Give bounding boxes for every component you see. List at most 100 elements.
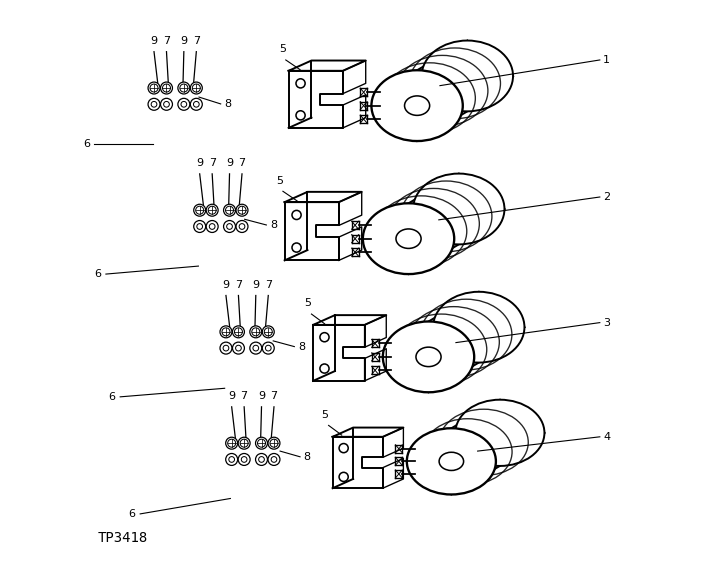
Circle shape <box>296 79 305 88</box>
Text: 7: 7 <box>235 280 242 290</box>
Circle shape <box>220 326 232 338</box>
Ellipse shape <box>455 400 544 466</box>
Polygon shape <box>289 61 366 71</box>
Text: 9: 9 <box>150 36 158 46</box>
Circle shape <box>222 328 230 336</box>
Text: 9: 9 <box>252 280 259 290</box>
Circle shape <box>190 98 202 110</box>
Circle shape <box>266 345 271 351</box>
Circle shape <box>194 220 206 232</box>
Ellipse shape <box>433 292 524 363</box>
Circle shape <box>235 328 243 336</box>
Circle shape <box>206 220 218 232</box>
Text: 7: 7 <box>193 36 200 46</box>
Text: 5: 5 <box>276 175 283 186</box>
Circle shape <box>225 206 233 214</box>
Circle shape <box>194 204 206 216</box>
Circle shape <box>258 439 266 447</box>
Ellipse shape <box>413 174 505 244</box>
Ellipse shape <box>407 428 496 494</box>
Polygon shape <box>383 428 403 457</box>
Circle shape <box>151 102 157 107</box>
Circle shape <box>270 439 278 447</box>
Circle shape <box>292 243 301 252</box>
Circle shape <box>339 472 348 481</box>
Circle shape <box>252 328 260 336</box>
Circle shape <box>223 345 229 351</box>
Circle shape <box>236 204 248 216</box>
Text: 8: 8 <box>224 99 231 109</box>
Text: 7: 7 <box>265 280 272 290</box>
Text: 1: 1 <box>603 55 611 65</box>
Polygon shape <box>284 202 339 260</box>
Text: 7: 7 <box>240 391 248 401</box>
Text: 8: 8 <box>303 452 310 462</box>
Circle shape <box>256 437 267 449</box>
Circle shape <box>163 84 171 92</box>
Circle shape <box>148 98 160 110</box>
Circle shape <box>161 82 173 94</box>
Circle shape <box>320 333 329 342</box>
Circle shape <box>256 453 267 465</box>
Circle shape <box>235 345 241 351</box>
Ellipse shape <box>363 203 454 274</box>
Circle shape <box>196 206 204 214</box>
Circle shape <box>339 444 348 453</box>
Circle shape <box>210 224 215 230</box>
Circle shape <box>225 453 238 465</box>
Circle shape <box>240 439 248 447</box>
Circle shape <box>239 224 245 230</box>
Circle shape <box>268 453 280 465</box>
Circle shape <box>220 342 232 354</box>
Circle shape <box>180 84 188 92</box>
Text: TP3418: TP3418 <box>97 531 148 545</box>
Circle shape <box>178 98 190 110</box>
Text: 6: 6 <box>94 269 102 279</box>
Polygon shape <box>454 209 505 239</box>
Text: 8: 8 <box>270 220 277 230</box>
Circle shape <box>181 102 186 107</box>
Circle shape <box>206 204 218 216</box>
Ellipse shape <box>439 452 464 471</box>
Polygon shape <box>313 325 364 381</box>
Circle shape <box>233 342 244 354</box>
Text: 6: 6 <box>109 392 116 402</box>
Text: 5: 5 <box>322 409 328 420</box>
Circle shape <box>238 437 250 449</box>
Polygon shape <box>343 61 366 94</box>
Circle shape <box>225 437 238 449</box>
Text: 6: 6 <box>129 509 135 519</box>
Circle shape <box>271 457 276 463</box>
Circle shape <box>208 206 216 214</box>
Text: 7: 7 <box>238 158 246 168</box>
Circle shape <box>190 82 202 94</box>
Polygon shape <box>407 400 544 494</box>
Ellipse shape <box>416 347 441 367</box>
Polygon shape <box>496 433 544 461</box>
Circle shape <box>250 326 262 338</box>
Text: 9: 9 <box>180 36 187 46</box>
Polygon shape <box>313 315 386 325</box>
Ellipse shape <box>372 70 463 141</box>
Ellipse shape <box>396 229 421 248</box>
Text: 9: 9 <box>226 158 233 168</box>
Text: 5: 5 <box>279 44 286 54</box>
Circle shape <box>292 210 301 219</box>
Circle shape <box>241 457 247 463</box>
Polygon shape <box>474 327 524 357</box>
Circle shape <box>233 326 244 338</box>
Circle shape <box>236 220 248 232</box>
Text: 7: 7 <box>271 391 277 401</box>
Text: 4: 4 <box>603 432 611 442</box>
Circle shape <box>296 111 305 120</box>
Circle shape <box>268 437 280 449</box>
Circle shape <box>148 82 160 94</box>
Polygon shape <box>363 174 505 274</box>
Circle shape <box>262 342 274 354</box>
Polygon shape <box>284 192 361 202</box>
Circle shape <box>262 326 274 338</box>
Circle shape <box>320 364 329 373</box>
Polygon shape <box>333 428 403 437</box>
Text: 9: 9 <box>196 158 203 168</box>
Circle shape <box>250 342 262 354</box>
